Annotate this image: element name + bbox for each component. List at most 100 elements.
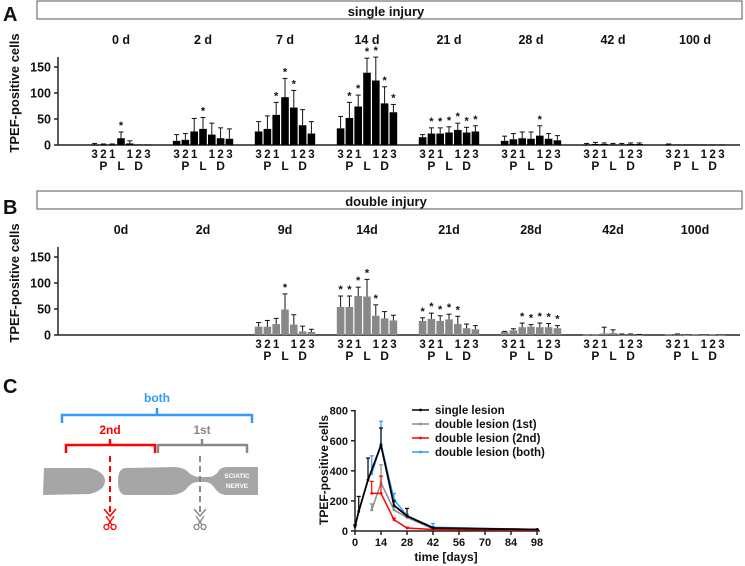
chart-title: single injury (348, 4, 425, 19)
nerve-lesion-diagram: both 2nd 1st SCIATIC NERVE (43, 391, 258, 531)
time-course-line-chart: 0 200 400 600 800 0 14 28 42 56 70 84 98 time [days] T… (317, 405, 545, 564)
bar (418, 320, 427, 335)
position-tick-label: 2 (264, 339, 270, 351)
region-label: P (99, 159, 107, 173)
position-tick-label: 2 (674, 149, 680, 161)
region-label: L (445, 349, 452, 363)
y-tick-label: 0 (342, 526, 348, 538)
panel-label-c: C (3, 376, 17, 398)
significance-star: * (429, 116, 434, 128)
region-label: D (544, 349, 553, 363)
bar (700, 144, 708, 146)
position-tick-label: 3 (665, 149, 671, 161)
bar (509, 139, 518, 145)
y-tick-label: 400 (330, 466, 348, 478)
data-point (405, 514, 409, 518)
legend-label: double lesion (1st) (435, 419, 537, 431)
position-tick-label: 1 (291, 339, 298, 351)
bar (126, 143, 134, 145)
y-tick-label: 100 (30, 277, 51, 291)
position-tick-label: 2 (592, 339, 598, 351)
first-arrowhead-icon (193, 508, 207, 518)
region-label: D (462, 159, 471, 173)
y-axis-label: TPEF-positive cells (7, 33, 22, 152)
x-tick-label: 98 (531, 537, 543, 549)
position-tick-label: 3 (472, 339, 478, 351)
timepoint-label: 14 d (354, 33, 379, 47)
x-axis-label: time [days] (414, 550, 477, 564)
bar (427, 318, 436, 335)
position-tick-label: 3 (718, 149, 724, 161)
panel-label-a: A (3, 4, 17, 26)
position-tick-label: 2 (299, 339, 305, 351)
position-tick-label: 3 (554, 339, 560, 351)
panel-label-b: B (3, 197, 17, 219)
bar (635, 143, 644, 145)
position-tick-label: 3 (390, 149, 396, 161)
significance-star: * (347, 284, 352, 296)
both-bracket (60, 408, 254, 423)
gray-scissors-icon (193, 515, 207, 531)
significance-star: * (338, 284, 343, 296)
position-tick-label: 2 (182, 149, 188, 161)
position-tick-label: 1 (455, 339, 462, 351)
significance-star: * (374, 45, 379, 57)
y-axis-label: TPEF-positive cells (317, 415, 331, 525)
position-tick-label: 3 (390, 339, 396, 351)
bar (363, 72, 371, 145)
region-label: D (462, 349, 471, 363)
position-tick-label: 3 (636, 339, 642, 351)
nerve-label-line2: NERVE (226, 483, 249, 490)
position-tick-label: 3 (308, 339, 314, 351)
position-tick-label: 1 (537, 149, 544, 161)
timepoint-group: 21 d3*2*1* *1*2*3P L D (418, 33, 480, 173)
bar (582, 144, 591, 146)
title-box (36, 0, 743, 20)
position-tick-label: 3 (583, 149, 589, 161)
bar (372, 80, 380, 145)
bar (708, 144, 717, 146)
bar (673, 144, 682, 146)
bar (618, 334, 626, 336)
position-tick-label: 1 (291, 149, 298, 161)
region-label: L (691, 159, 698, 173)
double-injury-bar-chart: double injury 0 50 100 150 TPEF-positive cell… (7, 190, 743, 363)
position-tick-label: 3 (636, 149, 642, 161)
bar (626, 334, 635, 336)
bar (436, 133, 444, 145)
bar (134, 144, 143, 146)
timepoint-group: 2d (196, 223, 211, 237)
region-label: D (298, 349, 307, 363)
x-tick-label: 84 (505, 537, 518, 549)
significance-star: * (292, 78, 297, 90)
position-tick-label: 3 (91, 149, 97, 161)
bar (462, 328, 471, 335)
significance-star: * (529, 313, 534, 325)
timepoint-label: 42 d (600, 33, 625, 47)
position-tick-label: 2 (627, 339, 633, 351)
y-tick-label: 800 (330, 406, 348, 418)
x-tick-label: 14 (375, 537, 388, 549)
bar (609, 144, 617, 146)
significance-star: * (283, 282, 288, 294)
y-tick-label: 200 (330, 496, 348, 508)
position-tick-label: 1 (701, 149, 708, 161)
bar (635, 335, 644, 336)
x-tick-label: 56 (453, 537, 465, 549)
legend-marker (419, 450, 422, 454)
legend-marker (419, 408, 422, 412)
nerve-label-line1: SCIATIC (224, 473, 250, 480)
legend-marker (419, 436, 422, 440)
data-point (370, 508, 374, 512)
first-bracket (156, 439, 249, 453)
region-label: L (691, 349, 698, 363)
bar (307, 133, 316, 145)
region-label: P (427, 159, 435, 173)
bar (254, 131, 263, 145)
position-tick-label: 2 (545, 149, 551, 161)
bar (281, 309, 289, 335)
timepoint-group: 0d (114, 223, 129, 237)
position-tick-label: 1 (619, 339, 626, 351)
